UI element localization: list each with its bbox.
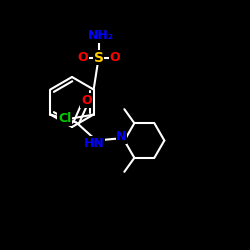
Text: O: O (81, 94, 92, 107)
Text: O: O (77, 51, 88, 64)
Text: Cl: Cl (58, 112, 71, 125)
Text: NH₂: NH₂ (88, 29, 114, 42)
Text: S: S (94, 50, 104, 64)
Text: N: N (116, 130, 126, 143)
Text: O: O (109, 51, 120, 64)
Text: HN: HN (84, 137, 105, 150)
